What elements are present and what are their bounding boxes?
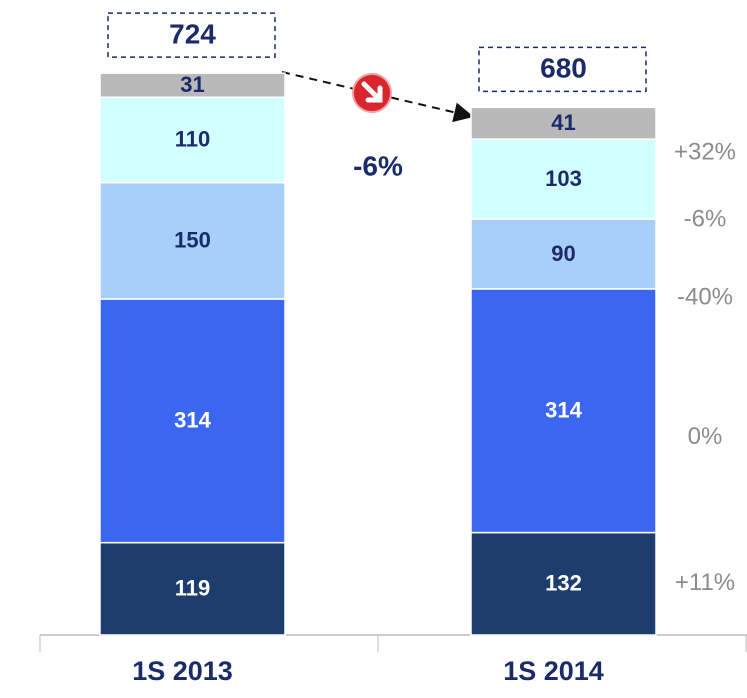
total-box [107, 12, 276, 58]
change-label: -40% [677, 283, 733, 310]
category-label: 1S 2014 [503, 656, 604, 686]
segment-label: 90 [551, 241, 575, 266]
down-icon [352, 73, 392, 113]
total-label: 680 [540, 53, 587, 84]
change-label: 0% [688, 423, 723, 450]
change-label: +32% [674, 139, 736, 166]
bar-segment [470, 138, 657, 220]
segment-label: 31 [180, 72, 204, 97]
segment-label: 103 [545, 166, 582, 191]
bar-segment [99, 181, 286, 300]
change-label: +11% [675, 569, 735, 596]
total-change: -6% [353, 150, 403, 181]
total-box [478, 46, 647, 93]
segment-label: 150 [174, 228, 211, 253]
segment-label: 314 [545, 398, 582, 423]
segment-label: 41 [551, 110, 575, 135]
bar-segment [99, 72, 286, 98]
bar-segment [470, 288, 657, 534]
bar-segment [470, 531, 657, 636]
bar-segment [99, 298, 286, 544]
change-arrow [281, 71, 474, 123]
segment-label: 119 [175, 576, 211, 601]
bar-segment [470, 106, 657, 140]
segment-label: 132 [545, 571, 582, 596]
bar-segment [99, 541, 286, 636]
segment-label: 110 [175, 127, 211, 152]
change-label: -6% [684, 205, 727, 232]
bar-segment [470, 218, 657, 290]
total-label: 724 [169, 19, 216, 50]
category-label: 1S 2013 [132, 656, 233, 686]
segment-label: 314 [174, 408, 211, 433]
